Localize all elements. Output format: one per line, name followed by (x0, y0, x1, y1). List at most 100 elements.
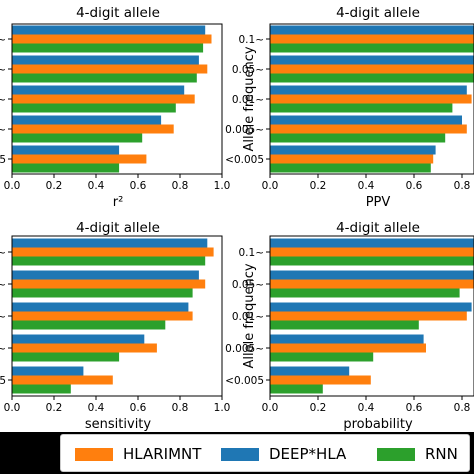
y-tick-label: <0.005 (225, 375, 264, 387)
bar-hlarimnt-1 (12, 247, 214, 257)
chart-panel-2: 0.1~ 0.05~ 0.01~ 0.005~ <0.005 0.0 0.2 0.4 0.6 0.… (225, 5, 474, 210)
x-tick-label: 0.4 (358, 180, 375, 192)
y-tick-label: ~ (0, 311, 6, 323)
y-tick-label: 0.005~ (225, 343, 264, 355)
y-tick-label: ~ (0, 34, 6, 46)
legend-label-hlarimnt: HLARIMNT (123, 445, 202, 463)
bar-hlarimnt-1 (270, 34, 474, 44)
y-tick-label: 0.1~ (239, 34, 265, 46)
bar-deephla-2 (12, 270, 199, 280)
x-axis-label: probability (343, 417, 413, 432)
x-tick-label: 0.6 (130, 180, 147, 192)
bar-hlarimnt-2 (12, 64, 208, 74)
y-tick-label: ~ (0, 94, 6, 106)
bar-deephla-5 (270, 145, 436, 155)
bar-deephla-4 (12, 334, 145, 344)
x-tick-label: 0.6 (130, 402, 147, 414)
chart-panel-4: 0.1~ 0.05~ 0.01~ 0.005~ <0.005 0.0 0.2 0.4 0.6 0.… (225, 220, 474, 432)
bar-rnn-4 (270, 133, 446, 143)
bar-rnn-5 (12, 384, 71, 394)
bar-hlarimnt-5 (270, 154, 434, 164)
y-tick-label: 0.05~ (232, 279, 264, 291)
x-tick-label: 1.0 (214, 402, 231, 414)
bar-rnn-5 (270, 163, 431, 173)
bar-rnn-3 (270, 103, 453, 113)
bar-rnn-2 (12, 73, 197, 83)
bar-rnn-5 (270, 384, 323, 394)
bar-deephla-5 (12, 145, 120, 155)
x-tick-label: 0.8 (454, 180, 471, 192)
x-tick-label: 0.2 (310, 180, 327, 192)
x-tick-label: 0.2 (46, 402, 63, 414)
bar-deephla-1 (270, 238, 474, 248)
y-axis-label: Allele frequency (242, 46, 257, 151)
y-tick-label: 0.01~ (232, 94, 264, 106)
chart-title: 4-digit allele (76, 220, 160, 236)
plot-frame (11, 23, 223, 175)
x-tick-label: 0.4 (88, 180, 105, 192)
bar-deephla-3 (270, 302, 472, 312)
x-tick-label: 1.0 (214, 180, 231, 192)
y-tick-label: ~ (0, 247, 6, 259)
y-tick-label: 5 (0, 375, 6, 387)
bar-deephla-4 (270, 334, 424, 344)
bar-hlarimnt-2 (270, 279, 474, 289)
bar-rnn-2 (270, 73, 474, 83)
chart-title: 4-digit allele (336, 5, 420, 21)
bar-deephla-2 (12, 55, 199, 65)
bar-hlarimnt-2 (270, 64, 474, 74)
chart-title: 4-digit allele (76, 5, 160, 21)
legend-label-rnn: RNN (425, 445, 458, 463)
bar-hlarimnt-3 (12, 311, 193, 321)
x-tick-label: 0.0 (262, 402, 279, 414)
y-axis-label: Allele frequency (242, 263, 257, 368)
y-tick-label: ~ (0, 343, 6, 355)
y-tick-label: 0.01~ (232, 311, 264, 323)
y-tick-label: ~ (0, 64, 6, 76)
bar-rnn-3 (270, 320, 419, 330)
x-tick-label: 0.6 (406, 180, 423, 192)
bar-rnn-4 (12, 352, 120, 362)
plot-frame (269, 235, 474, 397)
plot-frame (269, 23, 474, 175)
bar-rnn-5 (12, 163, 120, 173)
x-tick-label: 0.0 (262, 180, 279, 192)
x-tick-label: 0.8 (172, 180, 189, 192)
x-axis-label: r² (113, 195, 124, 210)
x-tick-label: 0.0 (4, 402, 21, 414)
x-tick-label: 0.6 (406, 402, 423, 414)
bar-rnn-1 (12, 43, 204, 53)
bar-deephla-4 (270, 115, 462, 125)
y-tick-label: <0.005 (225, 154, 264, 166)
bar-rnn-2 (270, 288, 460, 298)
bar-hlarimnt-4 (270, 124, 467, 134)
x-tick-label: 0.4 (358, 402, 375, 414)
y-tick-label: 0.005~ (225, 124, 264, 136)
y-tick-label: 0.05~ (232, 64, 264, 76)
chart-panel-3: ~ ~ ~ ~5 0.0 0.2 0.4 0.6 0.8 1.0 4-digit allele sen… (0, 220, 230, 432)
legend: HLARIMNT DEEP*HLA RNN (60, 434, 470, 472)
bar-hlarimnt-2 (12, 279, 206, 289)
x-tick-label: 0.4 (88, 402, 105, 414)
figure-canvas: ~ ~ ~ ~5 0.0 0.2 0.4 0.6 0.8 1.0 4-digit allele r² 0… (0, 5, 474, 432)
bar-rnn-1 (270, 256, 474, 266)
x-axis-label: PPV (366, 195, 391, 210)
x-tick-label: 0.2 (310, 402, 327, 414)
plot-frame (11, 235, 223, 397)
bar-rnn-3 (12, 320, 166, 330)
legend-item-hlarimnt: HLARIMNT (75, 443, 201, 465)
bar-hlarimnt-4 (12, 343, 157, 353)
x-tick-label: 0.8 (454, 402, 471, 414)
bar-hlarimnt-4 (12, 124, 174, 134)
bar-hlarimnt-3 (270, 94, 472, 104)
bar-deephla-2 (270, 270, 474, 280)
legend-swatch-rnn (377, 447, 415, 461)
legend-swatch-hlarimnt (75, 447, 113, 461)
y-tick-label: ~ (0, 279, 6, 291)
bar-rnn-4 (270, 352, 374, 362)
bar-deephla-3 (270, 85, 467, 95)
bar-hlarimnt-1 (12, 34, 212, 44)
bar-deephla-3 (12, 85, 185, 95)
legend-label-deephla: DEEP*HLA (269, 445, 347, 463)
y-tick-label: ~ (0, 124, 6, 136)
